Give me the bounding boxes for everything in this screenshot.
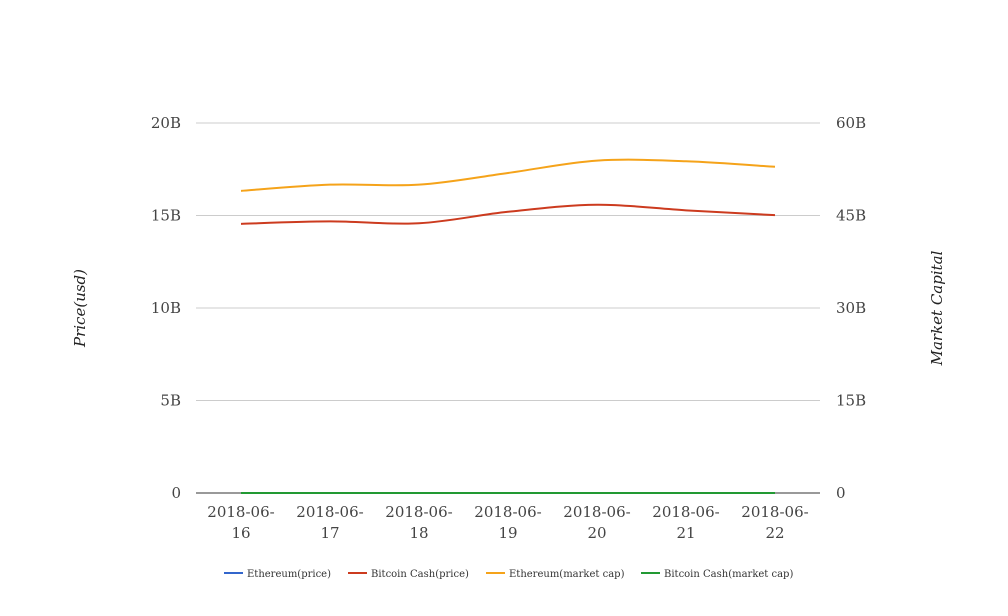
right-tick-label: 0: [836, 484, 846, 502]
y-axis-left-title: Price(usd): [71, 269, 89, 348]
right-tick-label: 30B: [836, 299, 866, 317]
x-tick-label: 2018-06-20: [563, 503, 630, 542]
legend-item: Bitcoin Cash(market cap): [641, 569, 793, 580]
legend-item: Ethereum(market cap): [486, 569, 625, 580]
legend-label: Ethereum(market cap): [509, 569, 625, 580]
legend-label: Ethereum(price): [247, 569, 331, 580]
x-tick-label: 2018-06-18: [385, 503, 452, 542]
series-line-2: [240, 158, 776, 192]
legend-label: Bitcoin Cash(market cap): [664, 569, 793, 580]
legend-item: Bitcoin Cash(price): [348, 569, 469, 580]
left-tick-label: 5B: [160, 392, 181, 410]
x-tick-label: 2018-06-16: [207, 503, 274, 542]
left-tick-label: 0: [171, 484, 181, 502]
left-tick-label: 10B: [151, 299, 181, 317]
grid-lines: [196, 122, 820, 494]
left-tick-label: 15B: [151, 207, 181, 225]
left-tick-label: 20B: [151, 114, 181, 132]
series-line-1: [240, 203, 776, 225]
right-tick-label: 45B: [836, 207, 866, 225]
right-axis-ticks: 0 15B 30B 45B 60B: [836, 114, 866, 502]
x-tick-label: 2018-06-21: [652, 503, 719, 542]
series-lines: [240, 158, 776, 495]
x-axis-ticks: 2018-06-16 2018-06-17 2018-06-18 2018-06-19…: [207, 503, 808, 542]
right-tick-label: 60B: [836, 114, 866, 132]
legend: Ethereum(price) Bitcoin Cash(price) Ethere…: [224, 569, 793, 580]
left-axis-ticks: 0 5B 10B 15B 20B: [151, 114, 181, 502]
legend-label: Bitcoin Cash(price): [371, 569, 469, 580]
x-tick-label: 2018-06-22: [741, 503, 808, 542]
legend-item: Ethereum(price): [224, 569, 331, 580]
right-tick-label: 15B: [836, 392, 866, 410]
x-tick-label: 2018-06-19: [474, 503, 541, 542]
y-axis-right-title: Market Capital: [928, 250, 946, 366]
x-tick-label: 2018-06-17: [296, 503, 363, 542]
